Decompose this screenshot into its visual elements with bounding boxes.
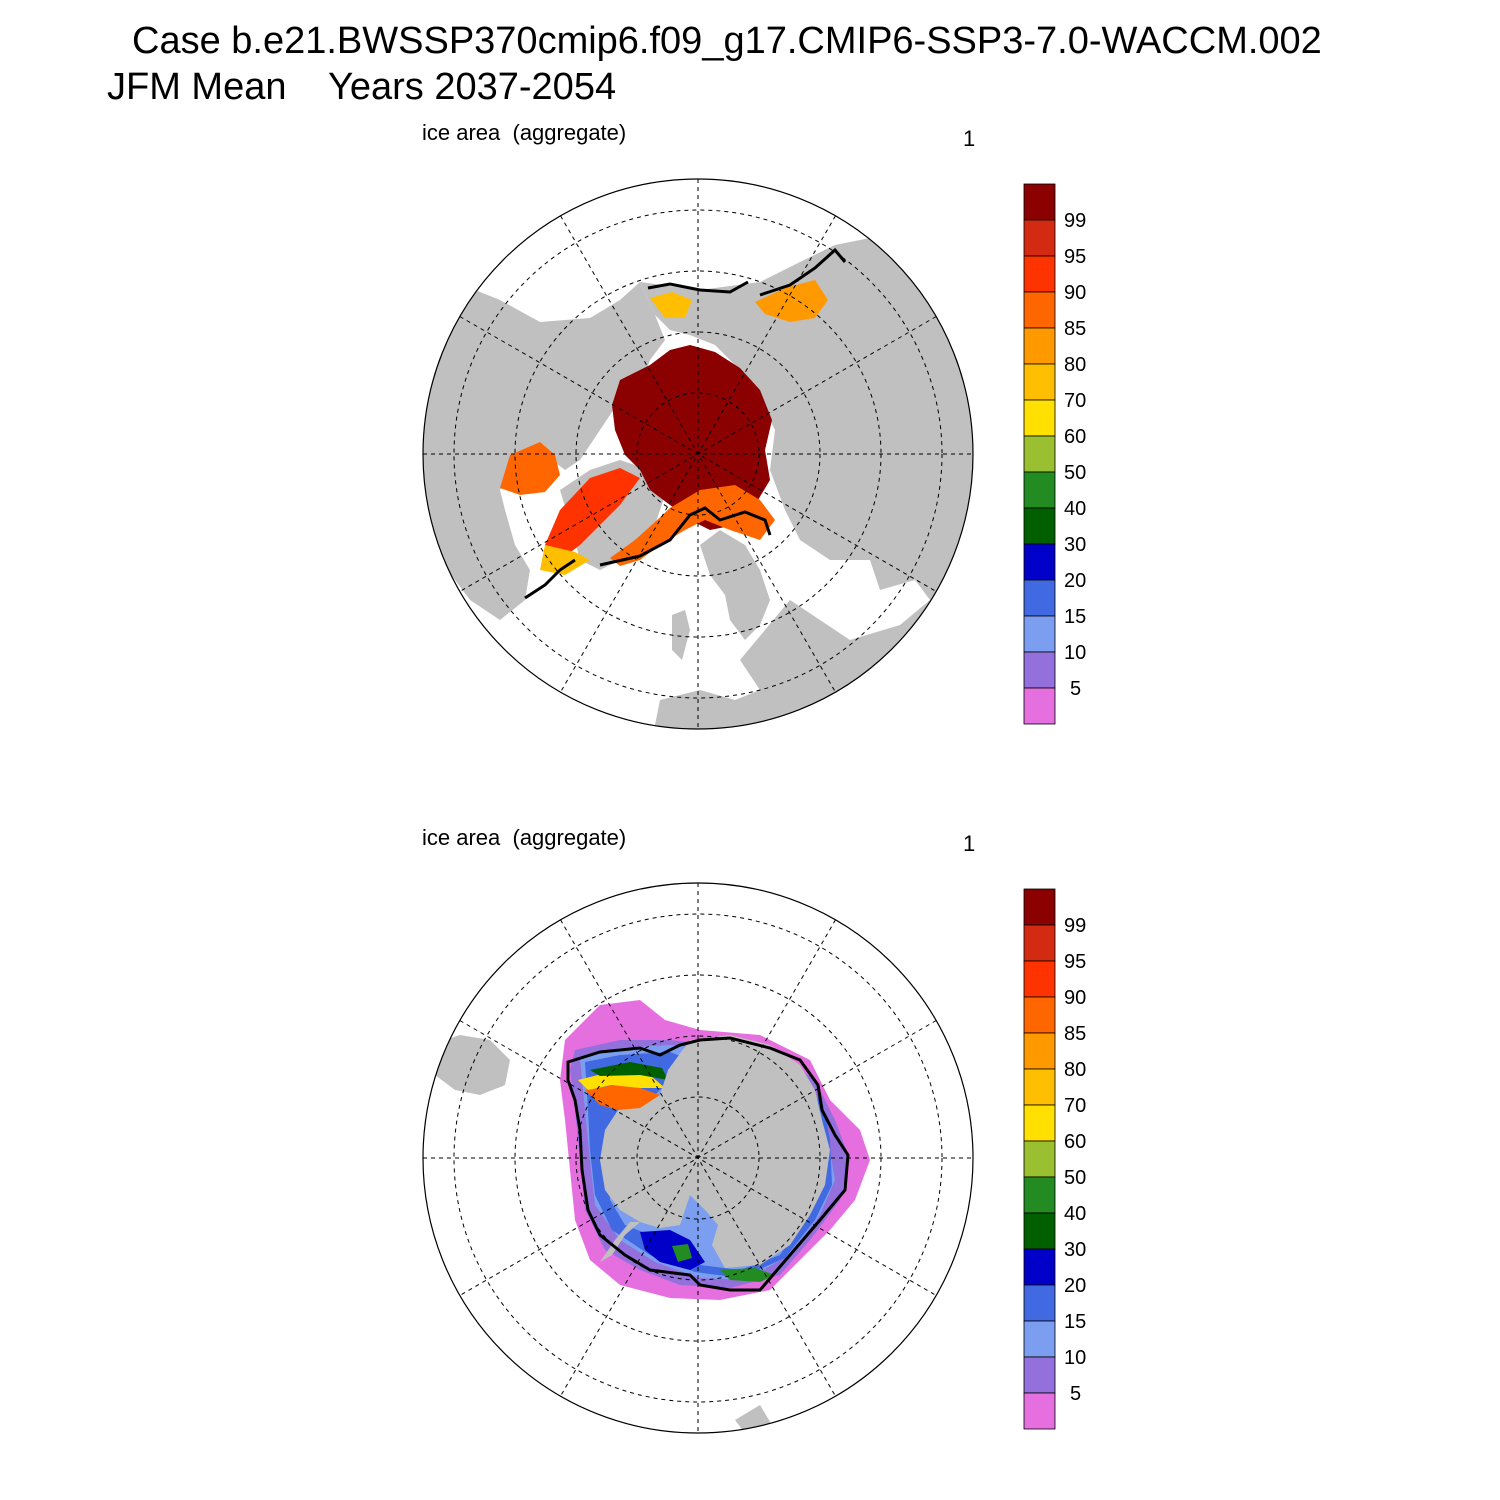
south-colorbar-label: 10 (1064, 1347, 1086, 1369)
north-colorbar-label: 10 (1064, 642, 1086, 664)
north-colorbar-swatch (1023, 183, 1056, 221)
south-graticule (423, 883, 973, 1433)
north-colorbar-label: 80 (1064, 354, 1086, 376)
south-colorbar-label: 60 (1064, 1131, 1086, 1153)
south-colorbar-label: 30 (1064, 1239, 1086, 1261)
north-ice-hudson-bay (500, 442, 560, 495)
south-colorbar-swatch (1023, 1356, 1056, 1394)
north-colorbar-swatch (1023, 363, 1056, 401)
south-colorbar-label: 50 (1064, 1167, 1086, 1189)
south-colorbar-swatch (1023, 1248, 1056, 1286)
north-colorbar-label: 50 (1064, 462, 1086, 484)
north-land-british-isles (672, 610, 690, 660)
north-ice-labrador-edge (540, 545, 590, 575)
figure-title-period: JFM Mean Years 2037-2054 (107, 66, 617, 108)
north-colorbar-swatch (1023, 651, 1056, 689)
panel-south-number: 1 (963, 831, 976, 856)
south-colorbar-swatch (1023, 1284, 1056, 1322)
north-colorbar-swatch (1023, 471, 1056, 509)
north-polar-map (422, 178, 974, 730)
south-ice-coastal-green (720, 1268, 775, 1282)
north-colorbar-label: 70 (1064, 390, 1086, 412)
south-polar-map (422, 882, 974, 1434)
south-colorbar-swatch (1023, 1392, 1056, 1430)
south-colorbar-label: 5 (1070, 1383, 1081, 1405)
north-colorbar-label: 15 (1064, 606, 1086, 628)
figure-title-case: Case b.e21.BWSSP370cmip6.f09_g17.CMIP6-S… (132, 20, 1322, 62)
north-observed-ice-edge-labrador (524, 558, 576, 600)
north-ice-baffin-bay (545, 468, 640, 560)
north-land-eurasia-asia (640, 238, 973, 729)
south-colorbar-swatch (1023, 888, 1056, 926)
south-colorbar: 99 95 90 85 80 70 60 50 40 30 20 15 10 5 (1023, 888, 1086, 1430)
south-colorbar-swatch (1023, 960, 1056, 998)
north-land-scandinavia-europe (700, 530, 770, 640)
south-colorbar-swatch (1023, 1068, 1056, 1106)
north-colorbar-swatch (1023, 615, 1056, 653)
south-ice-weddell-dark-blue (640, 1230, 705, 1270)
north-map-border (422, 178, 974, 730)
north-colorbar-label: 5 (1070, 678, 1081, 700)
south-ice-ross-sea-yellow (578, 1072, 665, 1090)
south-map-border (422, 882, 974, 1434)
panel-north-label: ice area (aggregate) (422, 120, 627, 145)
south-colorbar-swatch (1023, 924, 1056, 962)
south-land-tasmania (488, 1072, 503, 1090)
south-colorbar-label: 80 (1064, 1059, 1086, 1081)
north-colorbar-label: 40 (1064, 498, 1086, 520)
south-ice-ross-sea-green (590, 1062, 668, 1080)
north-colorbar-swatch (1023, 543, 1056, 581)
north-colorbar-swatch (1023, 291, 1056, 329)
north-observed-ice-edge-atlantic (599, 506, 772, 567)
north-colorbar-swatch (1023, 687, 1056, 725)
south-colorbar-label: 20 (1064, 1275, 1086, 1297)
north-ice-bering-sea (650, 292, 692, 318)
south-land-antarctica (600, 1035, 830, 1268)
north-colorbar-label: 30 (1064, 534, 1086, 556)
south-colorbar-label: 99 (1064, 915, 1086, 937)
north-colorbar-swatch (1023, 435, 1056, 473)
south-colorbar-swatch (1023, 1140, 1056, 1178)
north-observed-ice-edge-bering (647, 280, 749, 294)
north-colorbar-swatch (1023, 219, 1056, 257)
north-colorbar-label: 90 (1064, 282, 1086, 304)
south-colorbar-label: 95 (1064, 951, 1086, 973)
north-colorbar-swatch (1023, 507, 1056, 545)
north-colorbar-swatch (1023, 579, 1056, 617)
south-colorbar-swatch (1023, 996, 1056, 1034)
south-colorbar-label: 85 (1064, 1023, 1086, 1045)
south-observed-ice-edge (566, 1036, 850, 1292)
north-colorbar-swatch (1023, 327, 1056, 365)
south-colorbar-label: 15 (1064, 1311, 1086, 1333)
south-colorbar-swatch (1023, 1320, 1056, 1358)
north-colorbar-label: 85 (1064, 318, 1086, 340)
south-ice-weddell-green (672, 1244, 692, 1262)
south-land-antarctic-peninsula (600, 1222, 640, 1262)
south-colorbar-swatch (1023, 1176, 1056, 1214)
north-ice-greenland-sea (610, 485, 775, 566)
north-colorbar-swatch (1023, 255, 1056, 293)
north-graticule (423, 179, 973, 729)
north-colorbar-label: 95 (1064, 246, 1086, 268)
south-colorbar-label: 90 (1064, 987, 1086, 1009)
north-colorbar-label: 99 (1064, 210, 1086, 232)
north-ice-central-arctic (612, 345, 772, 530)
panel-south-label: ice area (aggregate) (422, 825, 627, 850)
north-colorbar-swatch (1023, 399, 1056, 437)
north-colorbar-label: 60 (1064, 426, 1086, 448)
south-colorbar-label: 70 (1064, 1095, 1086, 1117)
north-ice-okhotsk-sea (755, 280, 828, 322)
south-colorbar-swatch (1023, 1032, 1056, 1070)
south-ice-ross-sea-red (585, 1085, 660, 1112)
south-colorbar-label: 40 (1064, 1203, 1086, 1225)
panel-north-number: 1 (963, 126, 976, 151)
north-colorbar: 99 95 90 85 80 70 60 50 40 30 20 15 10 5 (1023, 183, 1086, 725)
south-colorbar-swatch (1023, 1212, 1056, 1250)
north-colorbar-label: 20 (1064, 570, 1086, 592)
south-colorbar-swatch (1023, 1104, 1056, 1142)
